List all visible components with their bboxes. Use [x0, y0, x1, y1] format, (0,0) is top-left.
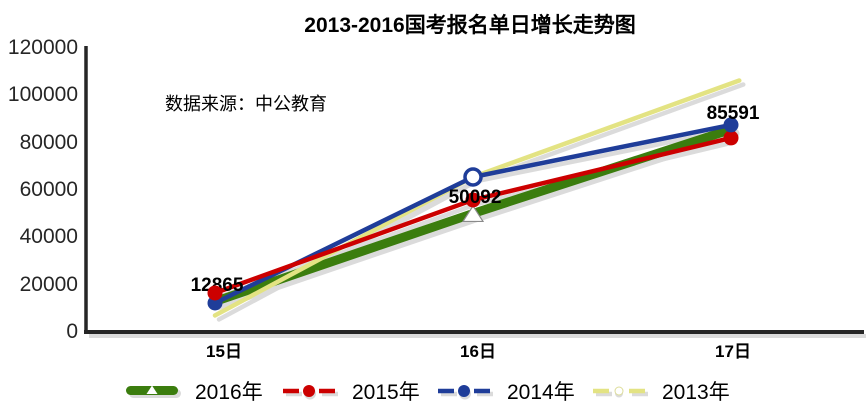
data-label-16日: 50092: [449, 187, 502, 208]
y-tick-0: 0: [66, 320, 78, 343]
legend-marker-2016年: [126, 385, 181, 398]
x-tick-15日: 15日: [206, 342, 242, 361]
legend-label-2016年: 2016年: [195, 381, 263, 404]
y-tick-40000: 40000: [19, 225, 78, 249]
legend-label-2013年: 2013年: [662, 381, 730, 404]
legend-marker-2014年: [438, 385, 493, 400]
chart-legend: 2016年 2015年 2014年 2013年: [0, 377, 868, 405]
chart-title: 2013-2016国考报名单日增长走势图: [304, 14, 636, 37]
legend-marker-shape: [303, 385, 315, 397]
legend-marker-2015年: [283, 385, 338, 400]
data-label-15日: 12865: [191, 275, 244, 296]
point-marker-2015年-16日: [465, 192, 481, 208]
x-tick-17日: 17日: [715, 342, 751, 361]
point-marker-2015年-15日: [207, 285, 223, 301]
legend-item-2014年: 2014年: [437, 377, 575, 405]
point-marker-2015年-17日: [723, 130, 739, 146]
legend-item-2016年: 2016年: [125, 377, 263, 405]
point-marker-hollow-2014年-16日: [463, 167, 483, 187]
source-note: 数据来源：中公教育: [165, 94, 327, 114]
legend-marker-2013年: [593, 386, 648, 398]
point-marker-triangle-2016年-16日: [461, 204, 485, 223]
y-tick-80000: 80000: [19, 130, 78, 154]
legend-marker-shape: [458, 385, 470, 397]
legend-marker-shape: [614, 386, 624, 396]
legend-label-2014年: 2014年: [507, 381, 575, 404]
legend-marker-shape: [146, 385, 158, 394]
point-marker-2014年-17日: [723, 117, 739, 133]
y-tick-120000: 120000: [7, 36, 78, 59]
x-tick-16日: 16日: [460, 342, 496, 361]
legend-item-2013年: 2013年: [592, 377, 730, 405]
legend-item-2015年: 2015年: [282, 377, 420, 405]
y-tick-20000: 20000: [19, 272, 78, 296]
legend-label-2015年: 2015年: [352, 381, 420, 404]
data-label-17日: 85591: [707, 103, 760, 124]
y-tick-100000: 100000: [7, 83, 78, 107]
y-tick-60000: 60000: [19, 178, 78, 201]
